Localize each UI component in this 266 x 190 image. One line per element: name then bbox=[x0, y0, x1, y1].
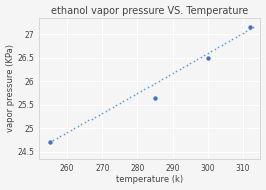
Point bbox=[125, 97, 129, 100]
Point bbox=[237, 34, 242, 37]
Point bbox=[171, 71, 175, 74]
Point bbox=[174, 69, 178, 72]
Point bbox=[241, 32, 245, 35]
Point bbox=[213, 48, 217, 51]
Point bbox=[227, 40, 231, 43]
Point bbox=[79, 123, 83, 126]
Point bbox=[135, 91, 140, 94]
Point bbox=[167, 73, 171, 76]
Point bbox=[248, 26, 252, 29]
Point bbox=[206, 56, 210, 59]
Point bbox=[97, 113, 101, 116]
Point bbox=[61, 133, 66, 136]
Point bbox=[153, 96, 157, 99]
Point bbox=[156, 79, 161, 82]
Point bbox=[163, 75, 168, 78]
Point bbox=[181, 65, 185, 68]
Point bbox=[111, 105, 115, 108]
Point bbox=[86, 119, 90, 122]
Point bbox=[160, 77, 164, 80]
Point bbox=[153, 81, 157, 84]
Point bbox=[202, 53, 206, 56]
Point bbox=[248, 28, 252, 31]
Point bbox=[114, 103, 119, 106]
Point bbox=[220, 44, 224, 47]
Point bbox=[51, 139, 55, 142]
Point bbox=[48, 141, 52, 144]
Point bbox=[128, 95, 132, 98]
Point bbox=[100, 111, 105, 114]
Point bbox=[234, 36, 238, 39]
Point bbox=[76, 125, 80, 128]
Point bbox=[83, 121, 87, 124]
Point bbox=[107, 107, 111, 110]
X-axis label: temperature (k): temperature (k) bbox=[116, 175, 183, 184]
Point bbox=[65, 131, 69, 134]
Point bbox=[244, 30, 248, 33]
Point bbox=[139, 89, 143, 92]
Point bbox=[251, 26, 256, 29]
Point bbox=[230, 38, 234, 41]
Point bbox=[121, 99, 126, 102]
Point bbox=[149, 83, 154, 86]
Point bbox=[48, 141, 52, 144]
Point bbox=[188, 61, 192, 64]
Point bbox=[146, 85, 150, 88]
Point bbox=[185, 63, 189, 66]
Point bbox=[195, 57, 199, 60]
Point bbox=[132, 93, 136, 96]
Y-axis label: vapor pressure (KPa): vapor pressure (KPa) bbox=[6, 44, 15, 132]
Point bbox=[69, 129, 73, 132]
Point bbox=[118, 101, 122, 104]
Point bbox=[223, 41, 227, 44]
Point bbox=[192, 59, 196, 63]
Point bbox=[55, 137, 59, 140]
Point bbox=[199, 55, 203, 59]
Point bbox=[93, 115, 97, 118]
Point bbox=[72, 127, 76, 130]
Point bbox=[104, 109, 108, 112]
Point bbox=[90, 117, 94, 120]
Title: ethanol vapor pressure VS. Temperature: ethanol vapor pressure VS. Temperature bbox=[51, 6, 248, 16]
Point bbox=[216, 45, 221, 48]
Point bbox=[209, 49, 213, 52]
Point bbox=[177, 67, 182, 70]
Point bbox=[58, 135, 62, 138]
Point bbox=[142, 87, 147, 90]
Point bbox=[206, 51, 210, 55]
